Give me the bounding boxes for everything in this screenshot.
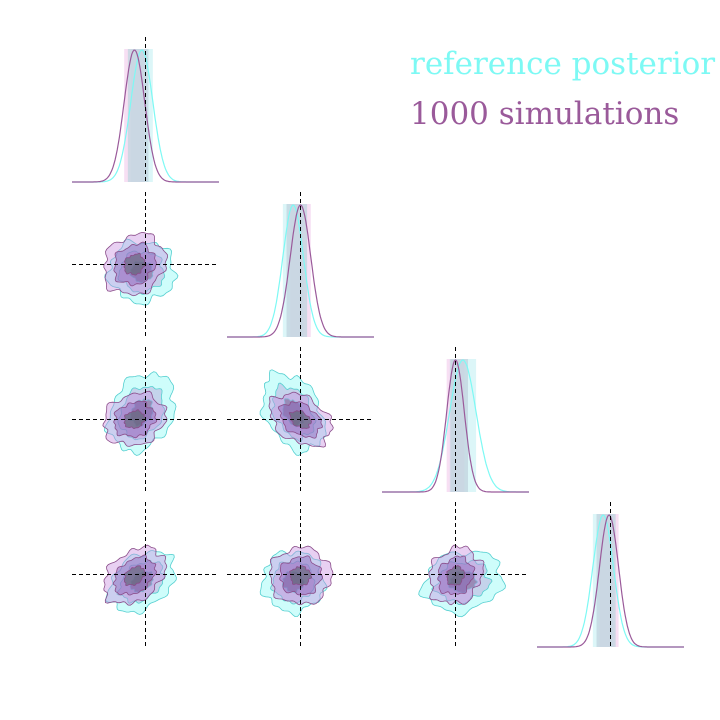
contour-p1-p3-simulations-99% [123,409,147,430]
marginal-curve-p3-simulations [382,359,529,493]
sigma-overlap-p4 [596,514,616,647]
legend-reference-posterior: reference posterior [410,46,716,82]
contour-p1-p4-simulations-99% [123,565,147,587]
marginal-curve-p2-simulations [227,204,374,338]
sigma-overlap-p3 [450,359,468,492]
legend-1000-simulations: 1000 simulations [410,96,680,132]
sigma-overlap-p2 [286,204,308,337]
